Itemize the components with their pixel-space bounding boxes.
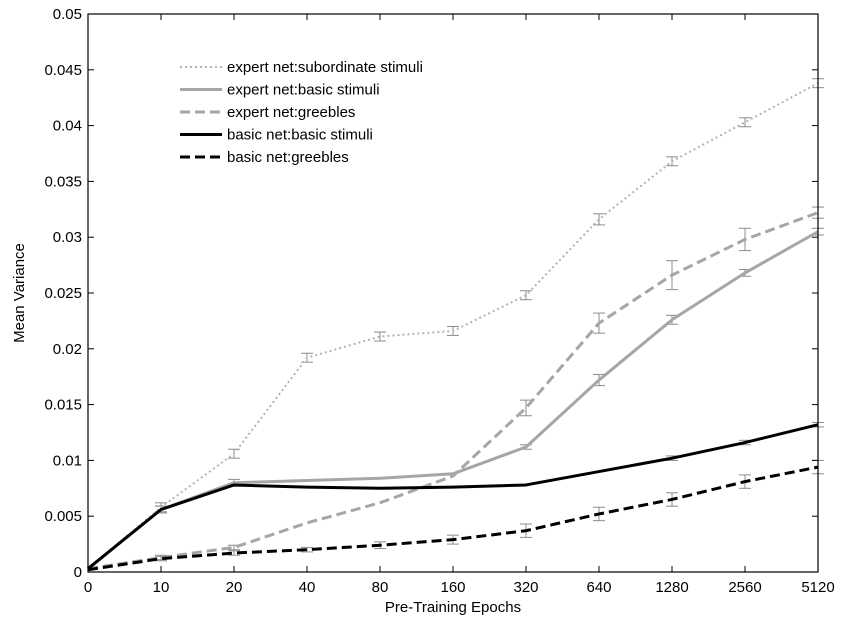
y-tick-label: 0.025 — [44, 285, 82, 302]
plot-background — [88, 14, 818, 572]
x-axis-ticks: 0 10 20 40 80 160 320 640 1280 2560 5120 — [84, 14, 835, 596]
x-tick-label: 20 — [226, 579, 243, 596]
x-axis-title: Pre-Training Epochs — [385, 599, 521, 616]
y-tick-label: 0.02 — [53, 341, 82, 358]
y-tick-label: 0.01 — [53, 452, 82, 469]
y-tick-label: 0.03 — [53, 229, 82, 246]
series-line-5 — [87, 465, 819, 572]
x-tick-label: 10 — [153, 579, 170, 596]
y-tick-label: 0 — [74, 564, 82, 581]
x-tick-label: 2560 — [728, 579, 761, 596]
x-tick-label: 1280 — [655, 579, 688, 596]
series-line-3 — [87, 211, 819, 571]
legend-label: expert net:subordinate stimuli — [227, 59, 423, 76]
x-tick-label: 0 — [84, 579, 92, 596]
x-tick-label: 80 — [372, 579, 389, 596]
legend: expert net:subordinate stimuli expert net… — [180, 59, 423, 166]
series-lines — [87, 82, 819, 572]
legend-label: expert net:basic stimuli — [227, 82, 380, 99]
y-axis-title: Mean Variance — [11, 243, 28, 343]
series-line-4 — [87, 423, 819, 570]
x-tick-label: 160 — [440, 579, 465, 596]
legend-label: expert net:greebles — [227, 104, 355, 121]
y-axis-ticks: 0 0.005 0.01 0.015 0.02 0.025 0.03 0.035 0.04 0.0… — [44, 6, 818, 581]
y-tick-label: 0.035 — [44, 173, 82, 190]
series-line-1 — [87, 82, 819, 570]
x-tick-label: 5120 — [801, 579, 834, 596]
y-tick-label: 0.015 — [44, 397, 82, 414]
y-tick-label: 0.045 — [44, 62, 82, 79]
legend-label: basic net:greebles — [227, 149, 349, 166]
x-tick-label: 40 — [299, 579, 316, 596]
y-tick-label: 0.005 — [44, 508, 82, 525]
x-tick-label: 320 — [513, 579, 538, 596]
legend-label: basic net:basic stimuli — [227, 127, 373, 144]
y-tick-label: 0.05 — [53, 6, 82, 23]
y-tick-label: 0.04 — [53, 118, 82, 135]
x-tick-label: 640 — [586, 579, 611, 596]
